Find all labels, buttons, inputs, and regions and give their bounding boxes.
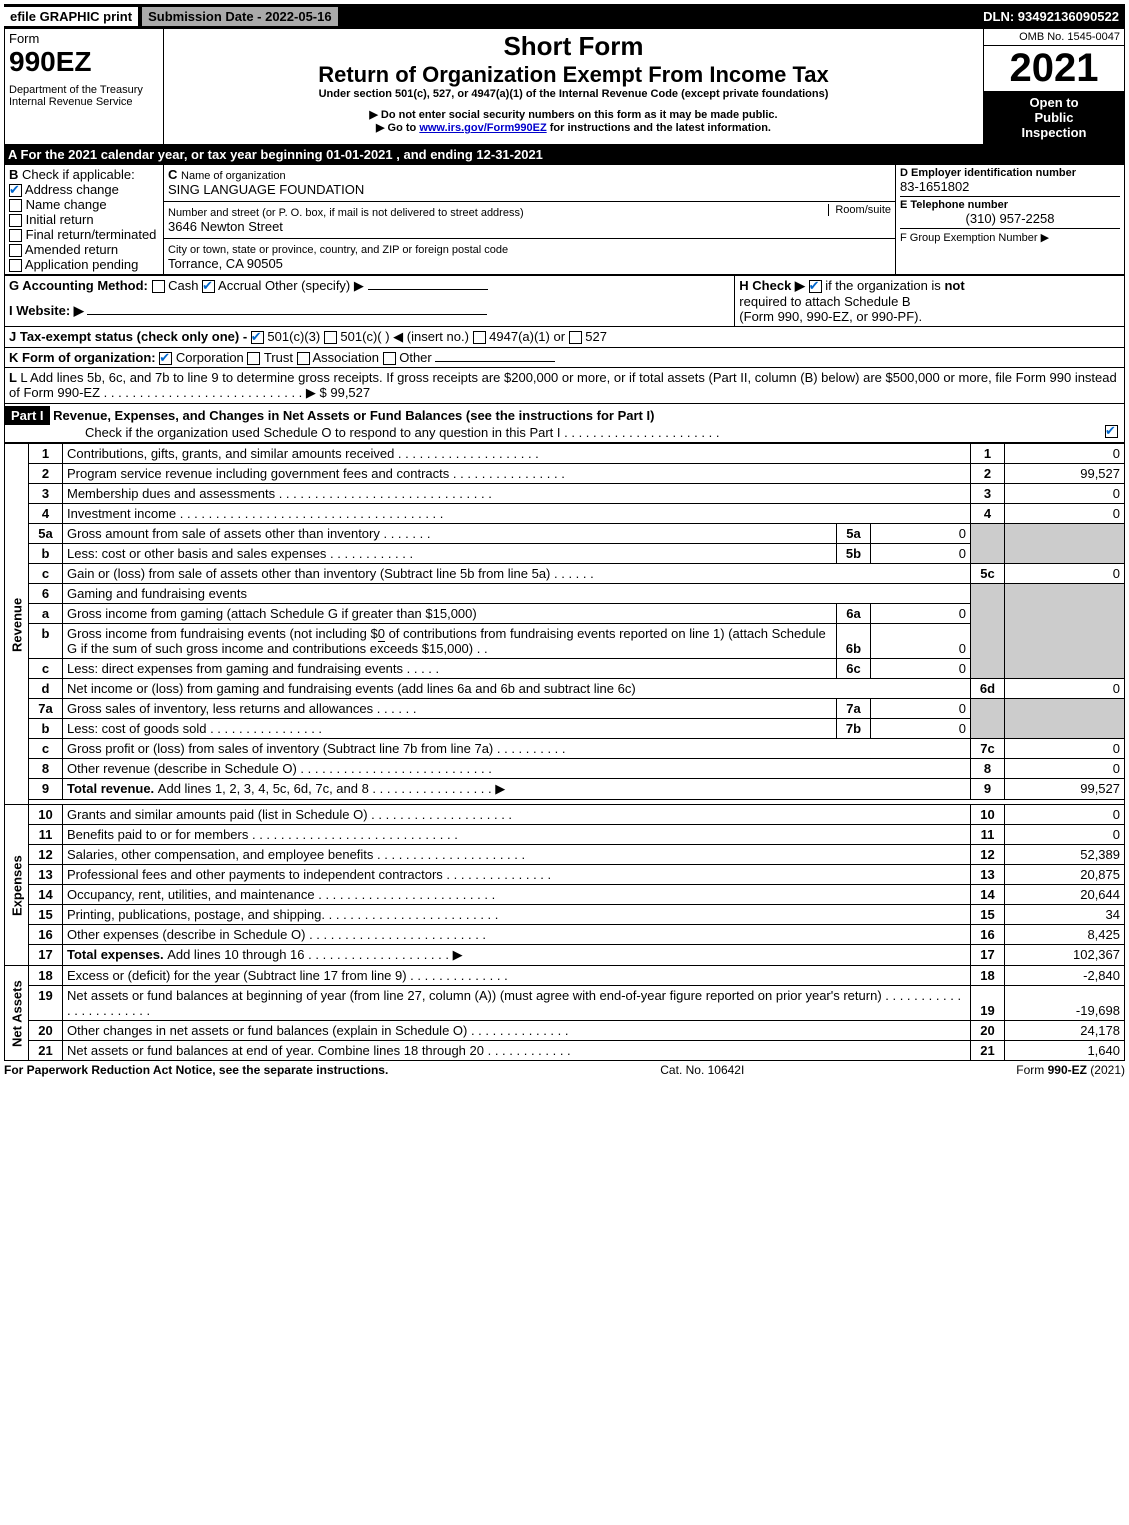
other-org-input[interactable] <box>435 361 555 362</box>
part1-label: Part I <box>5 406 50 425</box>
footer-left: For Paperwork Reduction Act Notice, see … <box>4 1063 388 1077</box>
line10-amount: 0 <box>1005 805 1125 825</box>
omb-number: OMB No. 1545-0047 <box>984 29 1124 46</box>
footer-cat: Cat. No. 10642I <box>660 1063 744 1077</box>
line9-amount: 99,527 <box>1005 779 1125 800</box>
trust-checkbox[interactable] <box>247 352 260 365</box>
application-pending-checkbox[interactable] <box>9 259 22 272</box>
form-label: Form <box>9 31 159 46</box>
final-return-checkbox[interactable] <box>9 229 22 242</box>
line8-amount: 0 <box>1005 759 1125 779</box>
phone-label: E Telephone number <box>900 196 1120 211</box>
part1-check-text: Check if the organization used Schedule … <box>5 425 719 440</box>
line12-amount: 52,389 <box>1005 845 1125 865</box>
schedule-o-checkbox[interactable] <box>1105 425 1118 438</box>
form-header-table: Form 990EZ Department of the Treasury In… <box>4 28 1125 145</box>
name-change-checkbox[interactable] <box>9 199 22 212</box>
line19-amount: -19,698 <box>1005 986 1125 1021</box>
goto-note: ▶ Go to www.irs.gov/Form990EZ for instru… <box>168 121 979 134</box>
527-checkbox[interactable] <box>569 331 582 344</box>
line13-amount: 20,875 <box>1005 865 1125 885</box>
gross-receipts: 99,527 <box>330 385 370 400</box>
website-label: I Website: ▶ <box>9 303 84 318</box>
cash-checkbox[interactable] <box>152 280 165 293</box>
line6d-amount: 0 <box>1005 679 1125 699</box>
line16-amount: 8,425 <box>1005 925 1125 945</box>
line18-amount: -2,840 <box>1005 966 1125 986</box>
submission-date: Submission Date - 2022-05-16 <box>142 7 338 26</box>
ein-label: D Employer identification number <box>900 167 1120 179</box>
line11-amount: 0 <box>1005 825 1125 845</box>
line2-amount: 99,527 <box>1005 464 1125 484</box>
line17-amount: 102,367 <box>1005 945 1125 966</box>
website-input[interactable] <box>87 314 487 315</box>
expenses-side-label: Expenses <box>5 805 29 966</box>
open-public-box: Open to Public Inspection <box>984 91 1124 144</box>
city-state-zip: Torrance, CA 90505 <box>168 256 283 271</box>
line14-amount: 20,644 <box>1005 885 1125 905</box>
efile-label: efile GRAPHIC print <box>4 7 138 26</box>
footer-right: Form 990-EZ (2021) <box>1016 1063 1125 1077</box>
line3-amount: 0 <box>1005 484 1125 504</box>
lines-table: Revenue 1 Contributions, gifts, grants, … <box>4 443 1125 1061</box>
line7c-amount: 0 <box>1005 739 1125 759</box>
amended-return-checkbox[interactable] <box>9 244 22 257</box>
line20-amount: 24,178 <box>1005 1021 1125 1041</box>
other-org-checkbox[interactable] <box>383 352 396 365</box>
line4-amount: 0 <box>1005 504 1125 524</box>
group-exemption-label: F Group Exemption Number ▶ <box>900 228 1120 244</box>
irs-link[interactable]: www.irs.gov/Form990EZ <box>419 122 546 134</box>
ein-value: 83-1651802 <box>900 179 1120 194</box>
part1-title: Revenue, Expenses, and Changes in Net As… <box>53 408 654 423</box>
line15-amount: 34 <box>1005 905 1125 925</box>
501c-checkbox[interactable] <box>324 331 337 344</box>
ssn-note: ▶ Do not enter social security numbers o… <box>168 108 979 121</box>
sections-g-to-l: G Accounting Method: Cash Accrual Other … <box>4 275 1125 404</box>
subtitle: Under section 501(c), 527, or 4947(a)(1)… <box>168 88 979 100</box>
irs-label: Internal Revenue Service <box>9 96 159 108</box>
treasury-dept: Department of the Treasury <box>9 84 159 96</box>
check-if-label: Check if applicable: <box>22 167 135 182</box>
address-change-checkbox[interactable] <box>9 184 22 197</box>
accrual-checkbox[interactable] <box>202 280 215 293</box>
4947-checkbox[interactable] <box>473 331 486 344</box>
form-number: 990EZ <box>9 46 159 78</box>
page-footer: For Paperwork Reduction Act Notice, see … <box>4 1061 1125 1077</box>
corporation-checkbox[interactable] <box>159 352 172 365</box>
phone-value: (310) 957-2258 <box>900 211 1120 226</box>
line21-amount: 1,640 <box>1005 1041 1125 1061</box>
street-address: 3646 Newton Street <box>168 219 283 234</box>
entity-info-table: B Check if applicable: Address change Na… <box>4 164 1125 275</box>
return-title: Return of Organization Exempt From Incom… <box>168 62 979 88</box>
line1-amount: 0 <box>1005 444 1125 464</box>
short-form-title: Short Form <box>168 31 979 62</box>
org-name: SING LANGUAGE FOUNDATION <box>168 182 364 197</box>
schedule-b-checkbox[interactable] <box>809 280 822 293</box>
other-method-input[interactable] <box>368 289 488 290</box>
section-b-label: B <box>9 167 18 182</box>
revenue-side-label: Revenue <box>5 444 29 805</box>
dln-label: DLN: 93492136090522 <box>983 9 1125 24</box>
association-checkbox[interactable] <box>297 352 310 365</box>
line5c-amount: 0 <box>1005 564 1125 584</box>
section-a: A For the 2021 calendar year, or tax yea… <box>4 145 1125 164</box>
tax-year: 2021 <box>984 46 1124 91</box>
initial-return-checkbox[interactable] <box>9 214 22 227</box>
netassets-side-label: Net Assets <box>5 966 29 1061</box>
501c3-checkbox[interactable] <box>251 331 264 344</box>
top-bar: efile GRAPHIC print Submission Date - 20… <box>4 4 1125 28</box>
